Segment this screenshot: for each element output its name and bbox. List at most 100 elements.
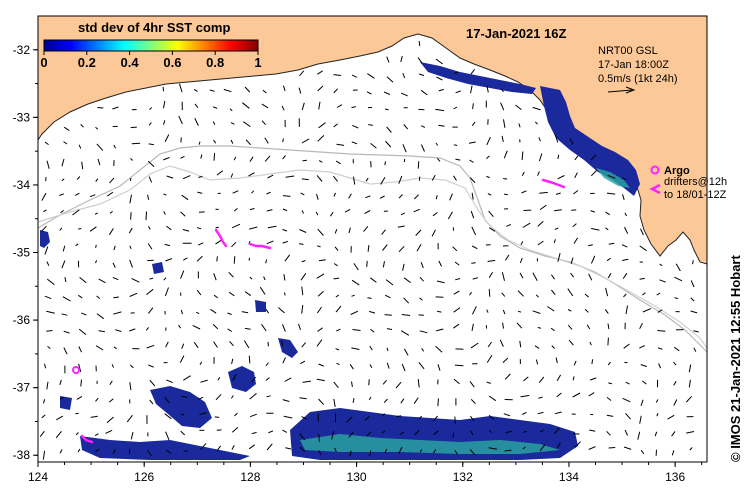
current-vector <box>113 144 116 149</box>
current-vector <box>95 244 97 249</box>
current-vector <box>78 144 82 149</box>
current-vector <box>317 228 324 236</box>
current-vector <box>200 154 203 159</box>
current-vector <box>164 287 169 297</box>
current-vector <box>384 448 388 454</box>
current-vector <box>59 449 63 454</box>
current-vector <box>658 363 662 369</box>
current-vector <box>298 87 302 94</box>
current-vector <box>59 379 62 386</box>
current-vector <box>453 323 460 329</box>
current-vector <box>317 290 324 297</box>
current-vector <box>432 415 438 422</box>
current-vector <box>502 309 506 315</box>
current-vector <box>249 413 257 418</box>
current-vector <box>535 294 539 298</box>
current-vector <box>302 159 307 162</box>
current-vector <box>248 444 255 450</box>
current-vector <box>502 322 504 329</box>
current-vector <box>63 141 68 145</box>
current-vector <box>213 341 218 348</box>
current-vector <box>369 310 376 314</box>
current-vector <box>488 395 497 402</box>
current-vector <box>557 252 561 262</box>
current-vector <box>90 415 98 418</box>
current-vector <box>419 276 424 282</box>
current-vector <box>318 122 326 129</box>
current-vector <box>532 272 538 281</box>
current-vector <box>640 449 645 455</box>
current-vector <box>352 329 361 331</box>
current-vector <box>537 326 542 329</box>
current-vector <box>501 135 504 142</box>
current-vector <box>686 431 695 434</box>
current-vector <box>435 142 439 146</box>
current-vector <box>488 288 491 297</box>
current-vector <box>215 239 222 245</box>
current-vector <box>367 297 372 299</box>
current-vector <box>266 209 273 212</box>
current-vector <box>522 411 527 415</box>
current-vector <box>282 399 290 402</box>
current-vector <box>41 192 47 201</box>
current-vector <box>607 273 612 279</box>
current-vector <box>333 263 338 267</box>
current-vector <box>181 343 185 349</box>
current-vector <box>521 190 527 194</box>
current-vector <box>588 273 593 281</box>
current-vector <box>163 277 167 281</box>
current-vector <box>693 347 697 352</box>
current-vector <box>501 292 506 297</box>
current-vector <box>588 446 596 450</box>
current-vector <box>572 392 581 398</box>
current-vector <box>266 395 271 398</box>
current-vector <box>453 378 460 385</box>
current-vector <box>469 449 476 456</box>
current-vector <box>59 227 63 231</box>
current-vector <box>671 450 675 456</box>
current-vector <box>299 446 306 452</box>
current-vector <box>249 226 258 230</box>
sst-patch-coastal-east <box>540 86 640 196</box>
current-vector <box>163 211 166 215</box>
current-vector <box>622 258 629 261</box>
current-vector <box>316 339 323 347</box>
current-vector <box>639 245 647 252</box>
current-vector <box>519 272 524 279</box>
current-vector <box>94 433 99 437</box>
current-vector <box>348 431 354 438</box>
current-vector <box>402 263 405 271</box>
current-vector <box>301 178 309 181</box>
current-vector <box>521 171 525 176</box>
current-vector <box>519 257 523 264</box>
current-vector <box>259 286 266 295</box>
colorbar: std dev of 4hr SST comp 0 0.2 0.4 0.6 0.8 1 <box>40 20 261 70</box>
current-vector <box>437 157 441 162</box>
current-vector <box>667 414 675 420</box>
current-vector <box>59 193 64 196</box>
current-vector <box>503 178 508 180</box>
current-vector <box>44 295 52 300</box>
current-vector <box>453 290 460 295</box>
current-vector <box>301 342 306 348</box>
current-vector <box>130 126 137 129</box>
current-vector <box>520 241 524 246</box>
current-vector <box>504 373 511 380</box>
current-vector <box>624 226 629 234</box>
current-vector <box>436 280 445 284</box>
current-vector <box>231 223 241 229</box>
current-vector <box>147 160 155 167</box>
current-vector <box>196 227 202 230</box>
current-vector <box>538 396 543 399</box>
current-vector <box>454 449 458 455</box>
current-vector <box>436 76 443 81</box>
current-vector <box>165 341 169 348</box>
current-vector <box>148 143 154 146</box>
current-vector <box>420 262 424 269</box>
current-vector <box>316 378 325 382</box>
current-vector <box>44 246 49 255</box>
current-vector <box>56 415 64 421</box>
sst-patch-small-3 <box>152 262 164 274</box>
current-vector <box>299 433 306 441</box>
current-vector <box>420 144 425 152</box>
